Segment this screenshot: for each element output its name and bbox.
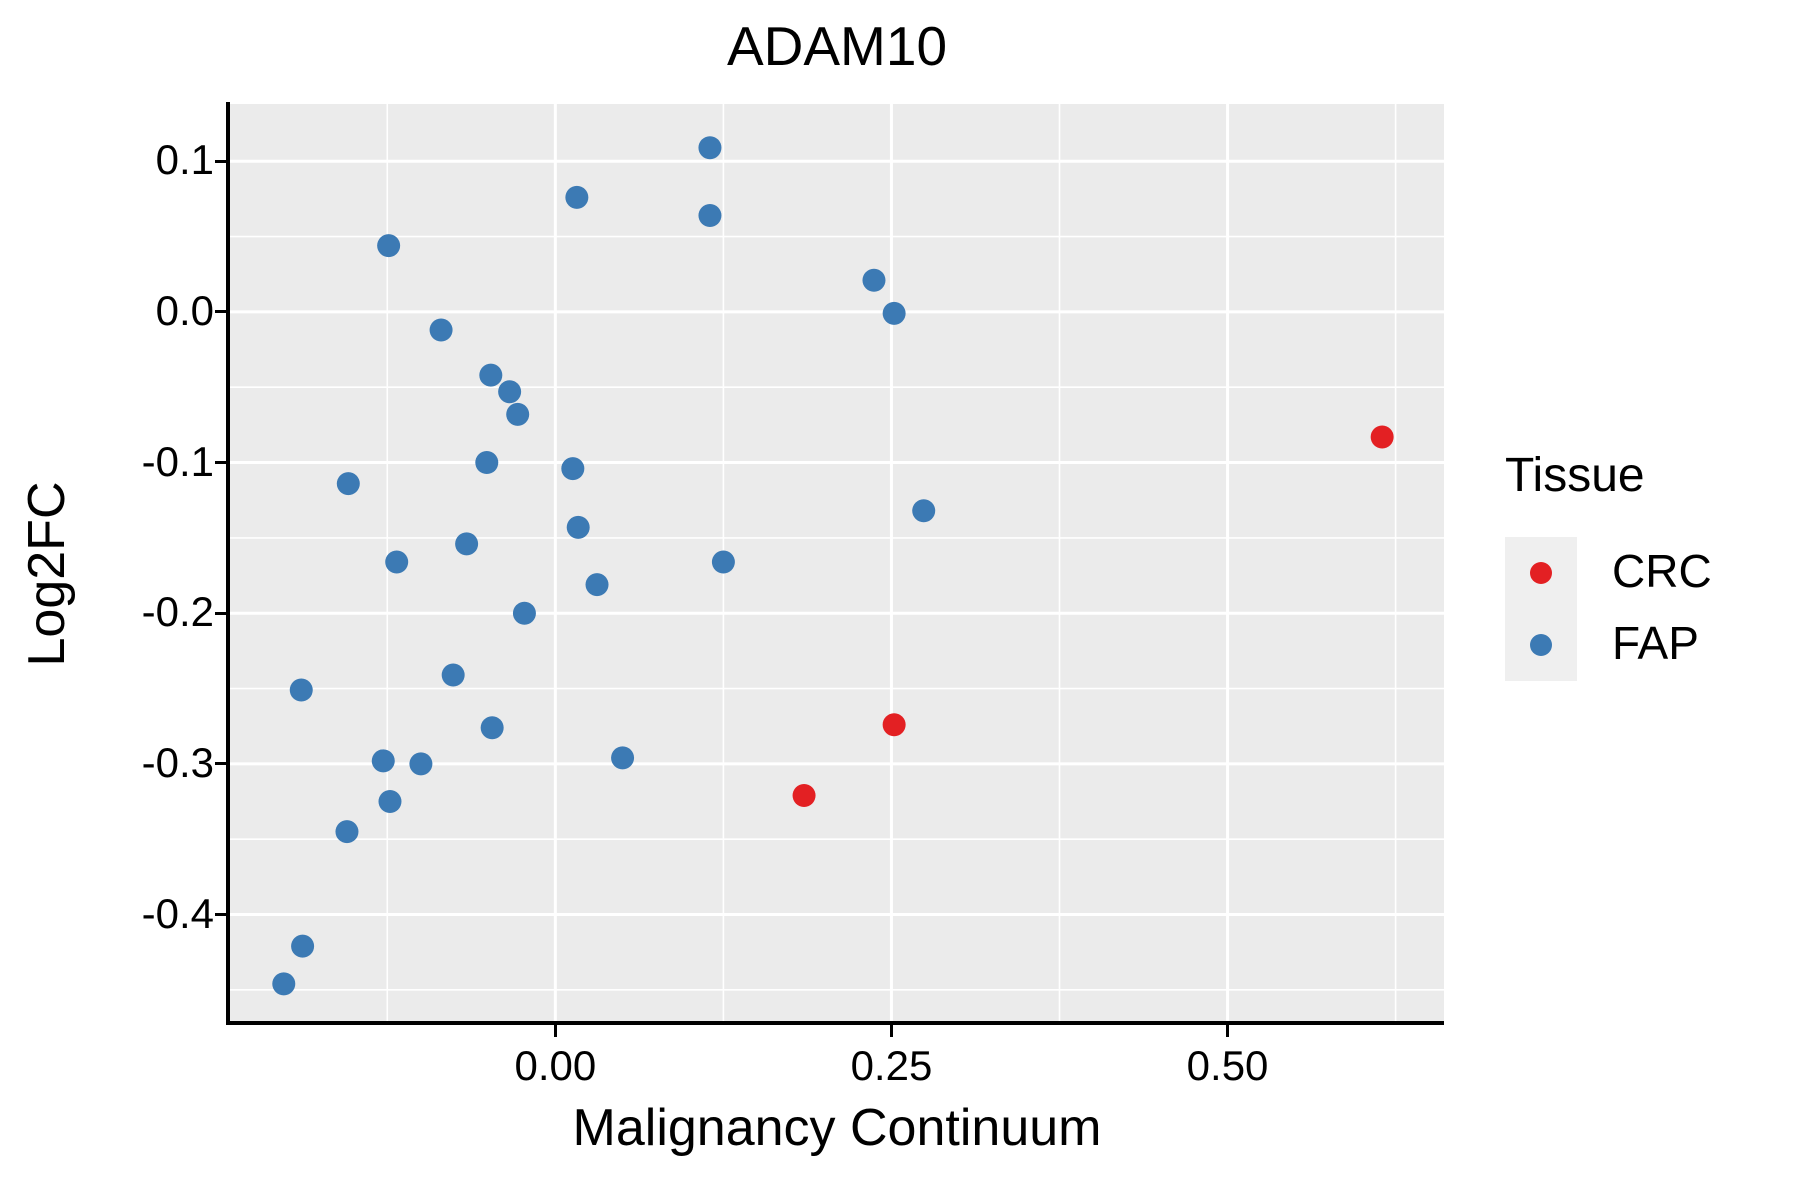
legend-label-fap: FAP — [1612, 616, 1699, 669]
fap-data-point — [698, 203, 722, 227]
y-tick-label: -0.2 — [141, 588, 214, 636]
y-axis-title: Log2FC — [18, 481, 76, 667]
y-tick-mark — [215, 159, 227, 163]
x-tick-mark — [1226, 1025, 1230, 1037]
y-tick-mark — [215, 310, 227, 314]
y-tick-mark — [215, 913, 227, 917]
fap-data-point — [711, 550, 735, 574]
x-axis-title: Malignancy Continuum — [572, 1099, 1102, 1157]
y-tick-mark — [215, 461, 227, 465]
crc-data-point — [1370, 425, 1394, 449]
fap-data-point — [441, 663, 465, 687]
legend-label-crc: CRC — [1612, 544, 1712, 597]
legend: Tissue CRC FAP — [1505, 448, 1765, 681]
x-tick-mark — [889, 1025, 893, 1037]
fap-data-point — [272, 972, 296, 996]
fap-data-point — [409, 752, 433, 776]
fap-data-point — [611, 746, 635, 770]
y-axis-line — [226, 102, 230, 1025]
fap-data-point — [912, 499, 936, 523]
fap-data-point — [480, 716, 504, 740]
fap-data-point — [585, 573, 609, 597]
fap-data-point — [291, 934, 315, 958]
fap-data-point — [698, 136, 722, 160]
legend-title: Tissue — [1505, 449, 1645, 502]
y-tick-label: 0.0 — [155, 286, 214, 334]
crc-data-point — [792, 784, 816, 808]
x-tick-mark — [553, 1025, 557, 1037]
fap-data-point — [335, 820, 359, 844]
fap-data-point — [479, 363, 503, 387]
x-tick-label: 0.50 — [1186, 1042, 1269, 1089]
fap-data-point — [882, 301, 906, 325]
y-tick-label: -0.3 — [141, 738, 214, 786]
crc-data-point — [882, 713, 906, 737]
fap-data-point — [565, 185, 589, 209]
fap-data-point — [289, 678, 313, 702]
fap-data-point — [862, 268, 886, 292]
y-tick-mark — [215, 762, 227, 766]
legend-item-crc: CRC — [1505, 537, 1765, 609]
fap-data-point — [429, 318, 453, 342]
fap-data-point — [512, 601, 536, 625]
plot-panel — [230, 104, 1444, 1023]
y-tick-mark — [215, 611, 227, 615]
fap-data-point — [378, 790, 402, 814]
y-tick-label: -0.4 — [141, 889, 214, 937]
y-tick-label: 0.1 — [155, 136, 214, 184]
fap-data-point — [377, 234, 401, 258]
fap-data-point — [561, 457, 585, 481]
fap-data-point — [371, 749, 395, 773]
fap-data-point — [506, 402, 530, 426]
fap-data-point — [566, 515, 590, 539]
fap-data-point — [498, 380, 522, 404]
fap-data-point — [385, 550, 409, 574]
legend-item-fap: FAP — [1505, 609, 1765, 681]
x-axis-line — [226, 1021, 1444, 1025]
x-tick-label: 0.25 — [850, 1042, 933, 1089]
plot-title: ADAM10 — [726, 15, 948, 77]
scatter-canvas — [230, 104, 1444, 1023]
fap-data-point — [336, 472, 360, 496]
crc-legend-dot-icon — [1530, 562, 1552, 584]
fap-data-point — [455, 532, 479, 556]
y-tick-label: -0.1 — [141, 437, 214, 485]
fap-data-point — [475, 451, 499, 475]
x-tick-label: 0.00 — [514, 1042, 597, 1089]
fap-legend-dot-icon — [1530, 634, 1552, 656]
